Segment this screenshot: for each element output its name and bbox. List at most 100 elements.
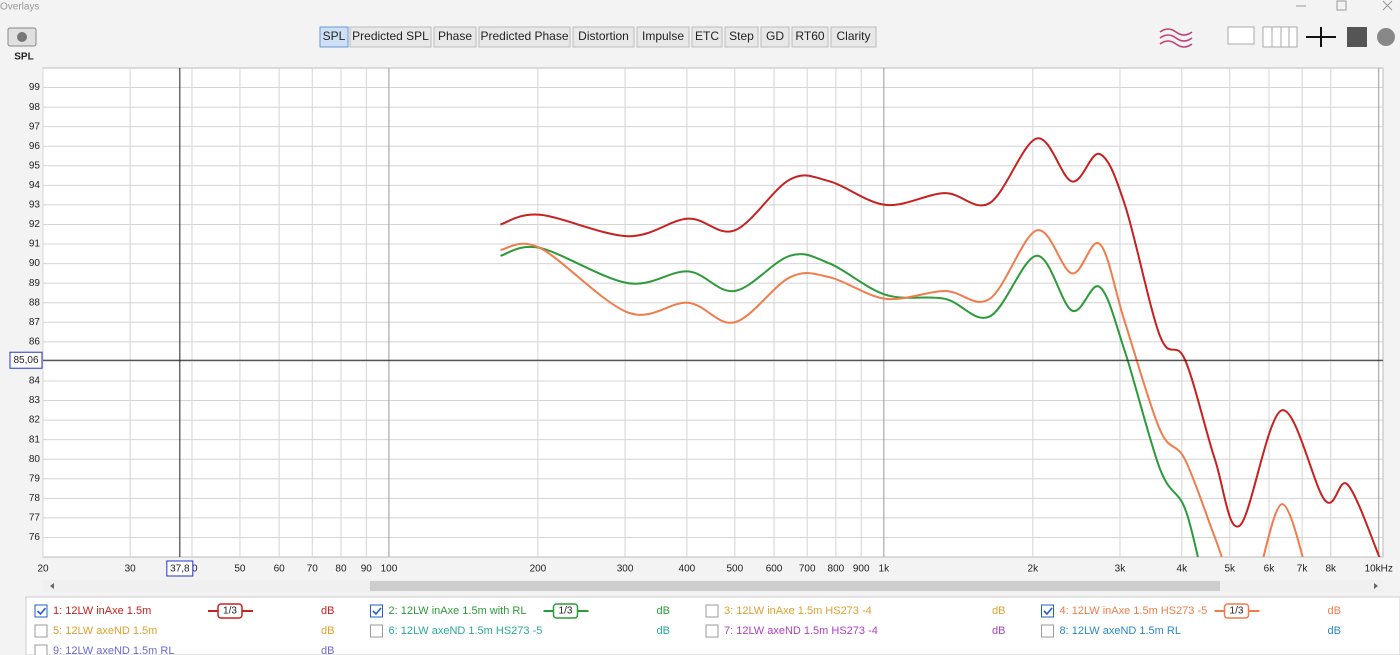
unit-label: dB: [321, 605, 334, 617]
checkbox[interactable]: [34, 624, 48, 638]
toolbar-icons[interactable]: [1159, 26, 1395, 48]
x-tick-label: 4k: [1177, 564, 1189, 575]
y-tick-label: 92: [29, 219, 41, 230]
tab-label[interactable]: Clarity: [836, 29, 870, 43]
x-tick-label: 5k: [1224, 564, 1236, 575]
checkbox[interactable]: [34, 644, 48, 655]
series-name[interactable]: 3: 12LW inAxe 1.5m HS273 -4: [724, 605, 872, 617]
y-tick-label: 95: [29, 160, 41, 171]
cursor-x-label: 37,8: [170, 564, 190, 575]
spl-curve: [500, 245, 1199, 557]
checkmark[interactable]: [372, 607, 382, 616]
spl-curve: [500, 229, 1304, 557]
series-name[interactable]: 8: 12LW axeND 1.5m RL: [1060, 625, 1181, 637]
window-title: Overlays: [0, 2, 39, 13]
smoothing-box[interactable]: [217, 603, 243, 619]
tab[interactable]: [830, 26, 877, 48]
x-tick-label: 1k: [879, 564, 891, 575]
y-tick-label: 81: [29, 434, 41, 445]
tab-label[interactable]: Step: [729, 29, 754, 43]
x-tick-label: 500: [727, 564, 744, 575]
x-tick-label: 900: [853, 564, 870, 575]
x-tick-label: 400: [679, 564, 696, 575]
x-tick-label: 50: [234, 564, 246, 575]
series-name[interactable]: 5: 12LW axeND 1.5m: [53, 625, 157, 637]
tab-label[interactable]: SPL: [323, 29, 346, 43]
camera-icon[interactable]: [7, 27, 37, 47]
y-tick-label: 80: [29, 454, 41, 465]
checkbox[interactable]: [34, 604, 48, 618]
checkbox[interactable]: [705, 624, 719, 638]
y-tick-label: 76: [29, 532, 41, 543]
unit-label: dB: [992, 625, 1005, 637]
checkbox[interactable]: [370, 624, 383, 638]
unit-label: dB: [321, 645, 334, 655]
tab-label[interactable]: Impulse: [642, 29, 684, 43]
smoothing-box[interactable]: [552, 603, 579, 619]
y-tick-label: 98: [29, 102, 41, 113]
y-tick-label: 83: [29, 395, 41, 406]
tab-label[interactable]: Predicted Phase: [480, 29, 568, 43]
window-controls[interactable]: [1296, 0, 1393, 11]
x-tick-label: 70: [307, 564, 319, 575]
tab[interactable]: [478, 26, 571, 48]
x-tick-label: 8k: [1326, 564, 1338, 575]
tab[interactable]: [760, 26, 790, 48]
x-tick-label: 30: [125, 564, 137, 575]
tab[interactable]: [572, 26, 635, 48]
smoothing-label[interactable]: 1/3: [223, 606, 237, 617]
x-tick-label: 2k: [1028, 564, 1040, 575]
smoothing-label[interactable]: 1/3: [559, 606, 573, 617]
y-tick-label: 90: [29, 258, 41, 269]
y-tick-label: 97: [29, 121, 41, 132]
unit-label: dB: [657, 605, 670, 617]
tab[interactable]: [636, 26, 690, 48]
x-tick-label: 700: [799, 564, 816, 575]
x-tick-label: 7k: [1297, 564, 1309, 575]
checkbox[interactable]: [370, 604, 383, 618]
y-tick-label: 93: [29, 200, 41, 211]
y-tick-label: 77: [29, 513, 41, 524]
checkbox[interactable]: [1041, 604, 1054, 618]
tab-label[interactable]: RT60: [795, 29, 824, 43]
tab[interactable]: [349, 26, 432, 48]
unit-label: dB: [1328, 625, 1341, 637]
series-name[interactable]: 4: 12LW inAxe 1.5m HS273 -5: [1060, 605, 1208, 617]
cursor-y-box: [9, 351, 43, 369]
x-tick-label: 800: [828, 564, 845, 575]
curves: [500, 137, 1381, 557]
x-scrollbar[interactable]: [43, 580, 1383, 592]
y-tick-label: 91: [29, 239, 41, 250]
cursor-x-box: [166, 560, 194, 577]
tab-label[interactable]: GD: [766, 29, 784, 43]
x-tick-label: 80: [335, 564, 347, 575]
tab-label[interactable]: Distortion: [578, 29, 629, 43]
x-tick-label: 3k: [1115, 564, 1127, 575]
tab-label[interactable]: Predicted SPL: [352, 29, 429, 43]
tab-label[interactable]: Phase: [438, 29, 472, 43]
checkmark[interactable]: [36, 607, 47, 616]
cursor-y-label: 85,06: [13, 355, 38, 366]
y-tick-label: 88: [29, 297, 41, 308]
tab-label[interactable]: ETC: [695, 29, 719, 43]
series-name[interactable]: 2: 12LW inAxe 1.5m with RL: [389, 605, 527, 617]
tab[interactable]: [319, 26, 349, 48]
x-tick-label: 100: [381, 564, 398, 575]
y-axis-label: SPL: [14, 52, 33, 63]
unit-label: dB: [1328, 605, 1341, 617]
tab[interactable]: [724, 26, 759, 48]
tab[interactable]: [691, 26, 723, 48]
series-name[interactable]: 6: 12LW axeND 1.5m HS273 -5: [389, 625, 543, 637]
checkbox[interactable]: [1041, 624, 1054, 638]
series-name[interactable]: 9: 12LW axeND 1.5m RL: [53, 645, 174, 655]
smoothing-label[interactable]: 1/3: [1230, 606, 1244, 617]
checkbox[interactable]: [705, 604, 719, 618]
tab[interactable]: [433, 26, 477, 48]
series-name[interactable]: 1: 12LW inAxe 1.5m: [53, 605, 151, 617]
smoothing-box[interactable]: [1223, 603, 1250, 619]
y-tick-label: 84: [29, 376, 41, 387]
checkmark[interactable]: [1043, 607, 1053, 616]
series-name[interactable]: 7: 12LW axeND 1.5m HS273 -4: [724, 625, 878, 637]
tab[interactable]: [791, 26, 829, 48]
